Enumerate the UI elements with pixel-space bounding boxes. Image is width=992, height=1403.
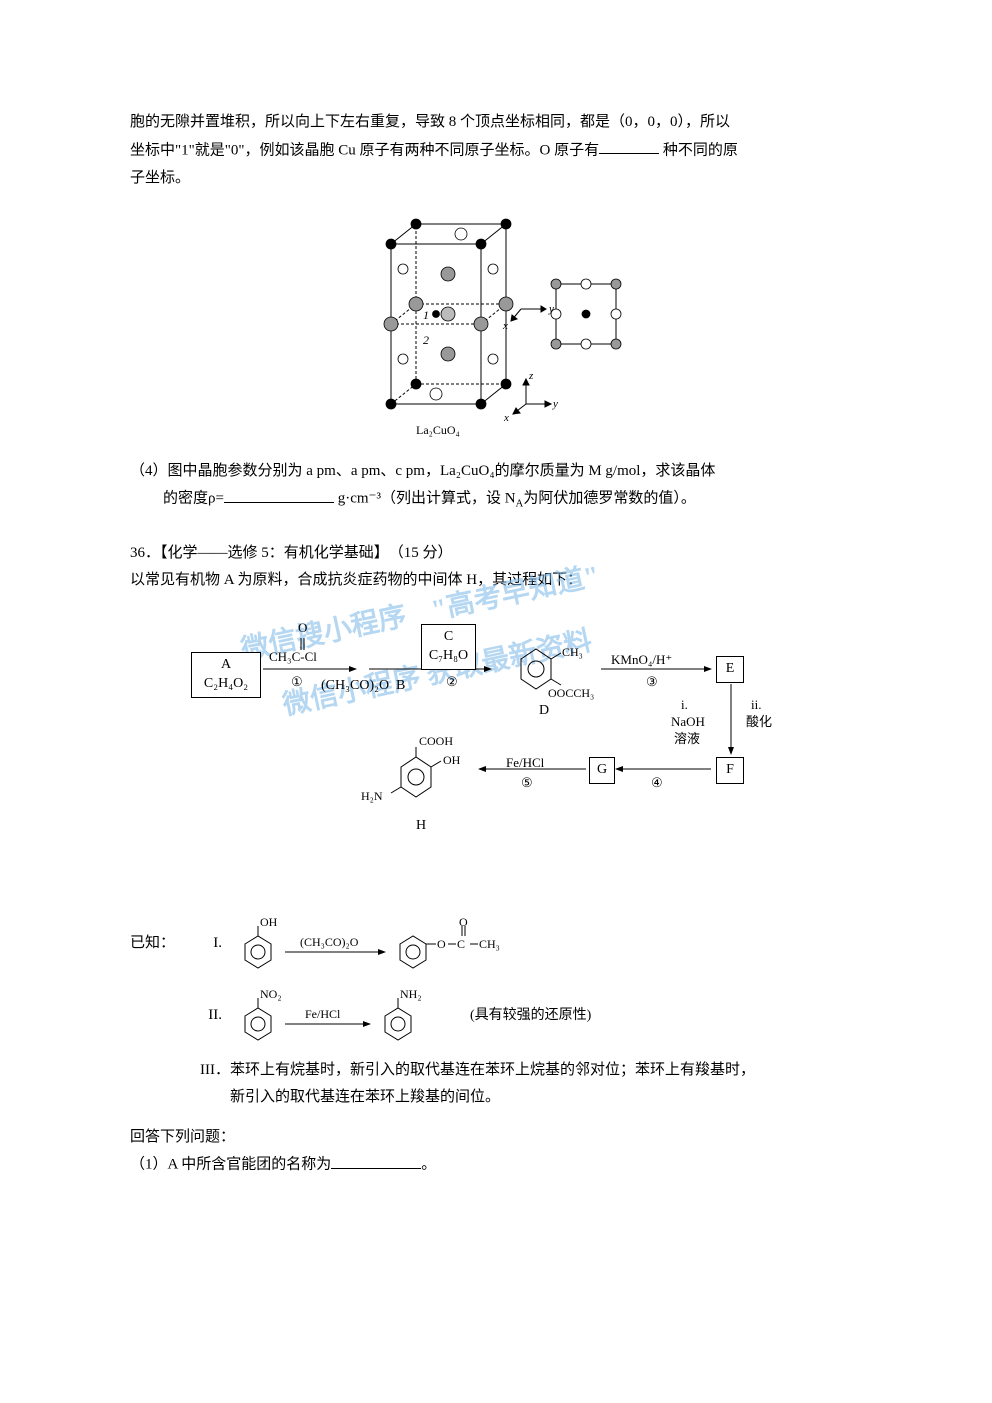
- crystal-figure: 1 2 y x z y x: [130, 209, 872, 449]
- known-ii-svg: NO₂ Fe/HCl NH₂: [230, 986, 460, 1046]
- intro-paragraph-3: 子坐标。: [130, 166, 872, 192]
- step-5: ⑤: [521, 772, 533, 794]
- step-2: ②: [446, 671, 458, 693]
- crystal-caption: La₂CuO₄: [416, 423, 460, 437]
- svg-text:NH₂: NH₂: [400, 987, 422, 1001]
- svg-text:(CH₃CO)₂O: (CH₃CO)₂O: [300, 935, 359, 949]
- svg-text:CH₃: CH₃: [562, 645, 583, 659]
- node-f: F: [716, 757, 744, 784]
- svg-text:O: O: [459, 915, 468, 929]
- svg-text:H₂N: H₂N: [361, 789, 383, 803]
- svg-text:OH: OH: [443, 753, 461, 767]
- known-ii-label: II.: [200, 1003, 230, 1029]
- known-iii-label: III．: [200, 1058, 230, 1084]
- intro-paragraph-2: 坐标中"1"就是"0"，例如该晶胞 Cu 原子有两种不同原子坐标。O 原子有 种…: [130, 138, 872, 164]
- label-1: 1: [423, 308, 429, 322]
- known-i-label: I.: [200, 931, 230, 957]
- intro-line-1: 胞的无隙并置堆积，所以向上下左右重复，导致 8 个顶点坐标相同，都是（0，0，0…: [130, 114, 730, 130]
- node-a: A C₂H₄O₂: [191, 652, 261, 698]
- svg-text:OOCCH₃: OOCCH₃: [548, 686, 594, 700]
- known-section: 已知： I. OH (CH₃CO)₂O O C O: [130, 914, 872, 1113]
- node-d-label: D: [539, 699, 549, 723]
- crystal-svg: 1 2 y x z y x: [361, 209, 641, 439]
- blank-o-atom: [599, 138, 659, 155]
- node-b: B: [396, 674, 405, 698]
- step-i-r2: 溶液: [674, 728, 700, 750]
- known-iii-line2: 新引入的取代基连在苯环上羧基的间位。: [230, 1085, 872, 1111]
- q1-row: （1）A 中所含官能团的名称为。: [130, 1152, 872, 1178]
- svg-text:Fe/HCl: Fe/HCl: [305, 1007, 341, 1021]
- svg-text:z: z: [528, 370, 534, 382]
- node-c: C C₇H₈O: [421, 624, 476, 670]
- svg-text:NO₂: NO₂: [260, 987, 282, 1001]
- intro-line-3: 子坐标。: [130, 170, 190, 186]
- node-e: E: [716, 656, 744, 683]
- svg-text:O: O: [298, 620, 307, 635]
- known-iii-line1: 苯环上有烷基时，新引入的取代基连在苯环上烷基的邻对位；苯环上有羧基时，: [230, 1058, 872, 1084]
- intro-paragraph: 胞的无隙并置堆积，所以向上下左右重复，导致 8 个顶点坐标相同，都是（0，0，0…: [130, 110, 872, 136]
- q4-line2: 的密度ρ= g·cm⁻³（列出计算式，设 NA为阿伏加德罗常数的值）。: [130, 486, 872, 513]
- known-i-svg: OH (CH₃CO)₂O O C O CH₃: [230, 914, 540, 974]
- intro-line-2b: 种不同的原: [659, 142, 738, 158]
- svg-text:C: C: [457, 937, 465, 951]
- step-4: ④: [651, 772, 663, 794]
- step-3: ③: [646, 671, 658, 693]
- flowchart: O A C₂H₄O₂ CH₃C-Cl ① (CH₃CO)₂O B C C₇H₈O…: [191, 614, 811, 874]
- known-label: 已知：: [130, 931, 200, 957]
- step-5-r: Fe/HCl: [506, 752, 544, 774]
- node-h-label: H: [416, 814, 426, 838]
- step-ii-r: 酸化: [746, 711, 772, 733]
- known-ii-content: NO₂ Fe/HCl NH₂ (具有较强的还原性): [230, 986, 591, 1046]
- svg-text:x: x: [503, 412, 509, 424]
- q36-heading: 36．【化学——选修 5：有机化学基础】 （15 分）: [130, 541, 872, 567]
- reagent-3: KMnO₄/H⁺: [611, 649, 672, 671]
- q4-line1: （4）图中晶胞参数分别为 a pm、a pm、c pm，La₂CuO₄的摩尔质量…: [130, 459, 872, 485]
- reagent-1-top: CH₃C-Cl: [269, 646, 317, 668]
- svg-text:CH₃: CH₃: [479, 937, 500, 951]
- intro-line-2a: 坐标中"1"就是"0"，例如该晶胞 Cu 原子有两种不同原子坐标。O 原子有: [130, 142, 599, 158]
- svg-text:x: x: [502, 320, 508, 332]
- label-2: 2: [423, 333, 429, 347]
- svg-text:OH: OH: [260, 915, 278, 929]
- svg-text:y: y: [552, 398, 558, 410]
- blank-q1: [331, 1152, 421, 1169]
- node-g: G: [589, 757, 615, 784]
- svg-text:O: O: [437, 937, 446, 951]
- step-1: ①: [291, 671, 303, 693]
- svg-text:COOH: COOH: [419, 734, 453, 748]
- known-i-content: OH (CH₃CO)₂O O C O CH₃: [230, 914, 540, 974]
- blank-density: [224, 486, 334, 503]
- known-ii-note: (具有较强的还原性): [470, 1004, 591, 1028]
- answer-heading: 回答下列问题：: [130, 1125, 872, 1151]
- reagent-1-btm: (CH₃CO)₂O: [321, 674, 389, 698]
- q36-intro: 以常见有机物 A 为原料，合成抗炎症药物的中间体 H，其过程如下：: [130, 568, 872, 594]
